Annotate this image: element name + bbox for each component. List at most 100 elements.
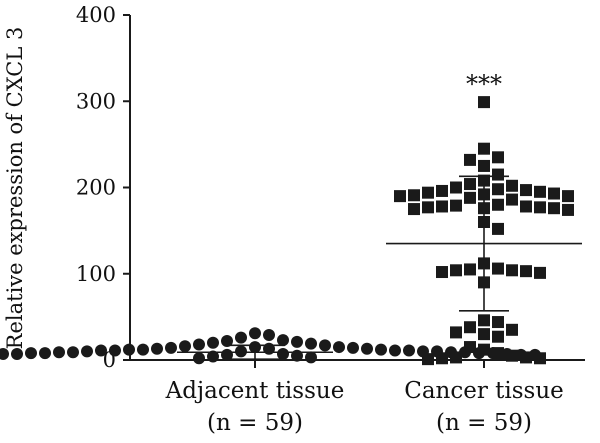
data-point-cancer	[492, 347, 504, 360]
data-point-adjacent	[235, 331, 247, 344]
data-point-cancer	[422, 353, 434, 366]
data-point-adjacent	[207, 350, 219, 363]
data-point-cancer	[492, 222, 504, 235]
data-point-adjacent	[277, 347, 289, 360]
data-point-cancer	[436, 184, 448, 197]
data-point-cancer	[478, 96, 490, 109]
data-point-cancer	[450, 181, 462, 194]
data-point-adjacent	[39, 347, 51, 360]
y-axis-label: Relative expression of CXCL 3	[3, 27, 27, 350]
data-point-adjacent	[67, 346, 79, 359]
data-point-adjacent	[305, 337, 317, 350]
data-point-cancer	[520, 184, 532, 197]
data-point-cancer	[450, 351, 462, 364]
data-point-adjacent	[53, 346, 65, 359]
data-point-cancer	[506, 349, 518, 362]
data-point-cancer	[478, 328, 490, 341]
data-point-adjacent	[249, 327, 261, 340]
data-point-cancer	[478, 343, 490, 356]
data-point-cancer	[548, 187, 560, 200]
data-point-adjacent	[81, 345, 93, 358]
data-point-cancer	[562, 203, 574, 216]
data-point-cancer	[464, 191, 476, 204]
data-point-adjacent	[95, 344, 107, 357]
data-point-cancer	[506, 179, 518, 192]
data-point-cancer	[506, 193, 518, 206]
data-point-adjacent	[333, 341, 345, 354]
n-label-adjacent: (n = 59)	[207, 410, 303, 436]
data-point-cancer	[506, 323, 518, 336]
data-point-cancer	[548, 202, 560, 215]
data-point-cancer	[464, 178, 476, 191]
data-point-adjacent	[221, 335, 233, 348]
data-point-adjacent	[25, 347, 37, 360]
data-point-cancer	[464, 341, 476, 354]
data-point-cancer	[422, 201, 434, 214]
significance-marker: ***	[466, 70, 502, 98]
data-point-adjacent	[305, 351, 317, 364]
data-point-adjacent	[179, 340, 191, 353]
stats-layer	[177, 175, 582, 360]
data-point-cancer	[464, 321, 476, 334]
data-point-adjacent	[165, 341, 177, 354]
data-point-cancer	[450, 326, 462, 339]
data-point-cancer	[492, 168, 504, 181]
data-point-cancer	[478, 159, 490, 172]
data-point-cancer	[478, 314, 490, 327]
data-point-cancer	[422, 186, 434, 199]
data-point-adjacent	[11, 347, 23, 360]
data-point-cancer	[408, 189, 420, 202]
data-point-cancer	[492, 151, 504, 164]
data-point-cancer	[478, 142, 490, 155]
data-point-cancer	[534, 201, 546, 214]
y-tick-label: 300	[76, 89, 116, 113]
data-point-adjacent	[389, 344, 401, 357]
data-point-cancer	[520, 351, 532, 364]
data-point-adjacent	[277, 334, 289, 347]
data-point-adjacent	[137, 343, 149, 356]
y-tick-label: 100	[76, 262, 116, 286]
data-point-cancer	[464, 153, 476, 166]
data-point-cancer	[562, 190, 574, 203]
data-point-cancer	[436, 200, 448, 213]
data-point-cancer	[492, 262, 504, 275]
data-point-adjacent	[0, 347, 9, 360]
y-tick-label: 200	[76, 176, 116, 200]
data-point-cancer	[534, 266, 546, 279]
data-point-cancer	[492, 198, 504, 211]
data-point-cancer	[464, 263, 476, 276]
data-point-adjacent	[319, 339, 331, 352]
data-point-adjacent	[151, 342, 163, 355]
data-point-cancer	[450, 264, 462, 277]
data-point-cancer	[436, 352, 448, 365]
data-point-cancer	[534, 185, 546, 198]
data-point-cancer	[450, 199, 462, 212]
data-point-adjacent	[403, 344, 415, 357]
data-point-adjacent	[375, 343, 387, 356]
data-point-cancer	[436, 266, 448, 279]
category-label-cancer: Cancer tissue	[404, 378, 564, 404]
category-label-adjacent: Adjacent tissue	[165, 378, 345, 404]
data-point-adjacent	[193, 338, 205, 351]
data-point-adjacent	[291, 335, 303, 348]
data-point-adjacent	[235, 345, 247, 358]
data-point-adjacent	[263, 328, 275, 341]
data-point-adjacent	[193, 352, 205, 365]
data-point-adjacent	[207, 336, 219, 349]
data-point-cancer	[520, 265, 532, 278]
points-layer	[0, 96, 574, 366]
data-point-cancer	[394, 190, 406, 203]
data-point-cancer	[492, 316, 504, 329]
n-label-cancer: (n = 59)	[436, 410, 532, 436]
data-point-cancer	[506, 264, 518, 277]
data-point-adjacent	[123, 343, 135, 356]
data-point-cancer	[408, 203, 420, 216]
data-point-cancer	[492, 183, 504, 196]
data-point-cancer	[534, 352, 546, 365]
data-point-adjacent	[347, 341, 359, 354]
data-point-adjacent	[361, 342, 373, 355]
y-tick-label: 400	[76, 3, 116, 27]
data-point-cancer	[492, 330, 504, 343]
